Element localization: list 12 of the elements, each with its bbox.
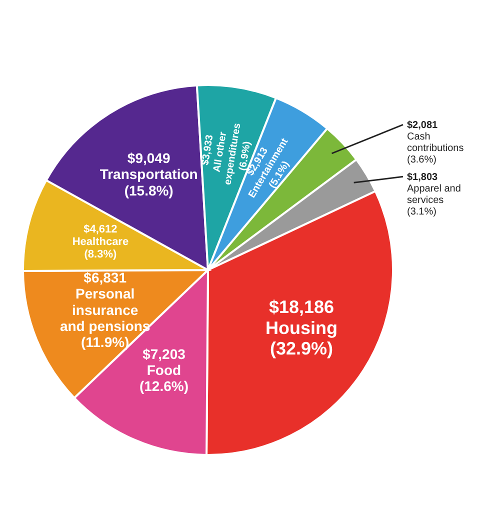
slice-label: Food (12.6%) xyxy=(139,362,189,394)
data-label: $9,049 xyxy=(127,150,170,166)
data-label: $2,081 xyxy=(407,120,438,132)
data-label: $1,803 xyxy=(407,172,438,184)
slice-label: Healthcare (8.3%) xyxy=(72,236,129,261)
slice-label: Transportation (15.8%) xyxy=(100,166,198,198)
slice-label: Cash contributions (3.6%) xyxy=(407,132,464,166)
slice-label: Apparel and services (3.1%) xyxy=(407,184,461,218)
data-label: $18,186 xyxy=(268,297,334,318)
data-label: $6,831 xyxy=(84,270,127,286)
data-label: $4,612 xyxy=(84,223,118,236)
slice-label: Housing (32.9%) xyxy=(265,318,338,359)
